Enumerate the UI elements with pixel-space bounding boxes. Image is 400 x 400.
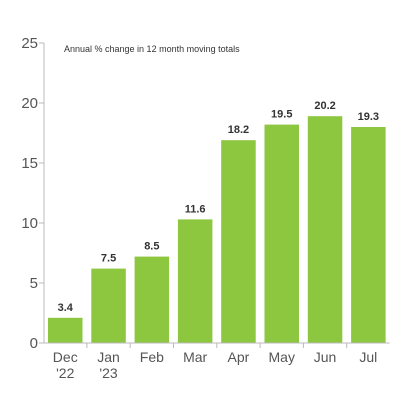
x-tick-label: Jul (359, 349, 377, 365)
bar (134, 256, 170, 343)
x-tick-label: '23 (99, 365, 117, 381)
bar (48, 317, 83, 343)
x-tick-label: May (269, 349, 295, 365)
bars: 3.4 7.5 8.5 11.6 18.2 19.5 20.2 19.3 (48, 100, 386, 343)
y-tick-label: 5 (30, 275, 38, 292)
y-tick-label: 25 (21, 35, 38, 52)
y-tick-label: 10 (21, 215, 38, 232)
x-tick-label: Mar (183, 349, 207, 365)
chart-subtitle: Annual % change in 12 month moving total… (64, 44, 240, 54)
bar (221, 140, 256, 343)
bar (307, 116, 343, 343)
bar (264, 124, 299, 343)
x-tick-label: Jan (97, 349, 120, 365)
bar (91, 268, 126, 343)
bar (351, 127, 386, 343)
data-label: 19.3 (358, 111, 379, 123)
bar (177, 219, 213, 343)
x-tick-label: Dec (53, 349, 78, 365)
y-tick-label: 20 (21, 95, 38, 112)
data-label: 8.5 (144, 241, 159, 253)
data-label: 11.6 (185, 203, 206, 215)
data-label: 3.4 (58, 302, 74, 314)
y-tick-label: 0 (30, 335, 38, 352)
y-axis: 0 5 10 15 20 25 (21, 35, 45, 352)
data-label: 18.2 (228, 124, 249, 136)
x-axis: Dec'22 Jan'23 Feb Mar Apr May Jun Jul (44, 342, 390, 381)
x-tick-label: '22 (56, 365, 74, 381)
data-label: 19.5 (271, 109, 292, 121)
x-tick-label: Jun (314, 349, 337, 365)
data-label: 20.2 (314, 100, 335, 112)
data-label: 7.5 (101, 253, 116, 265)
y-tick-label: 15 (21, 155, 38, 172)
x-tick-label: Apr (228, 349, 250, 365)
x-tick-label: Feb (140, 349, 164, 365)
